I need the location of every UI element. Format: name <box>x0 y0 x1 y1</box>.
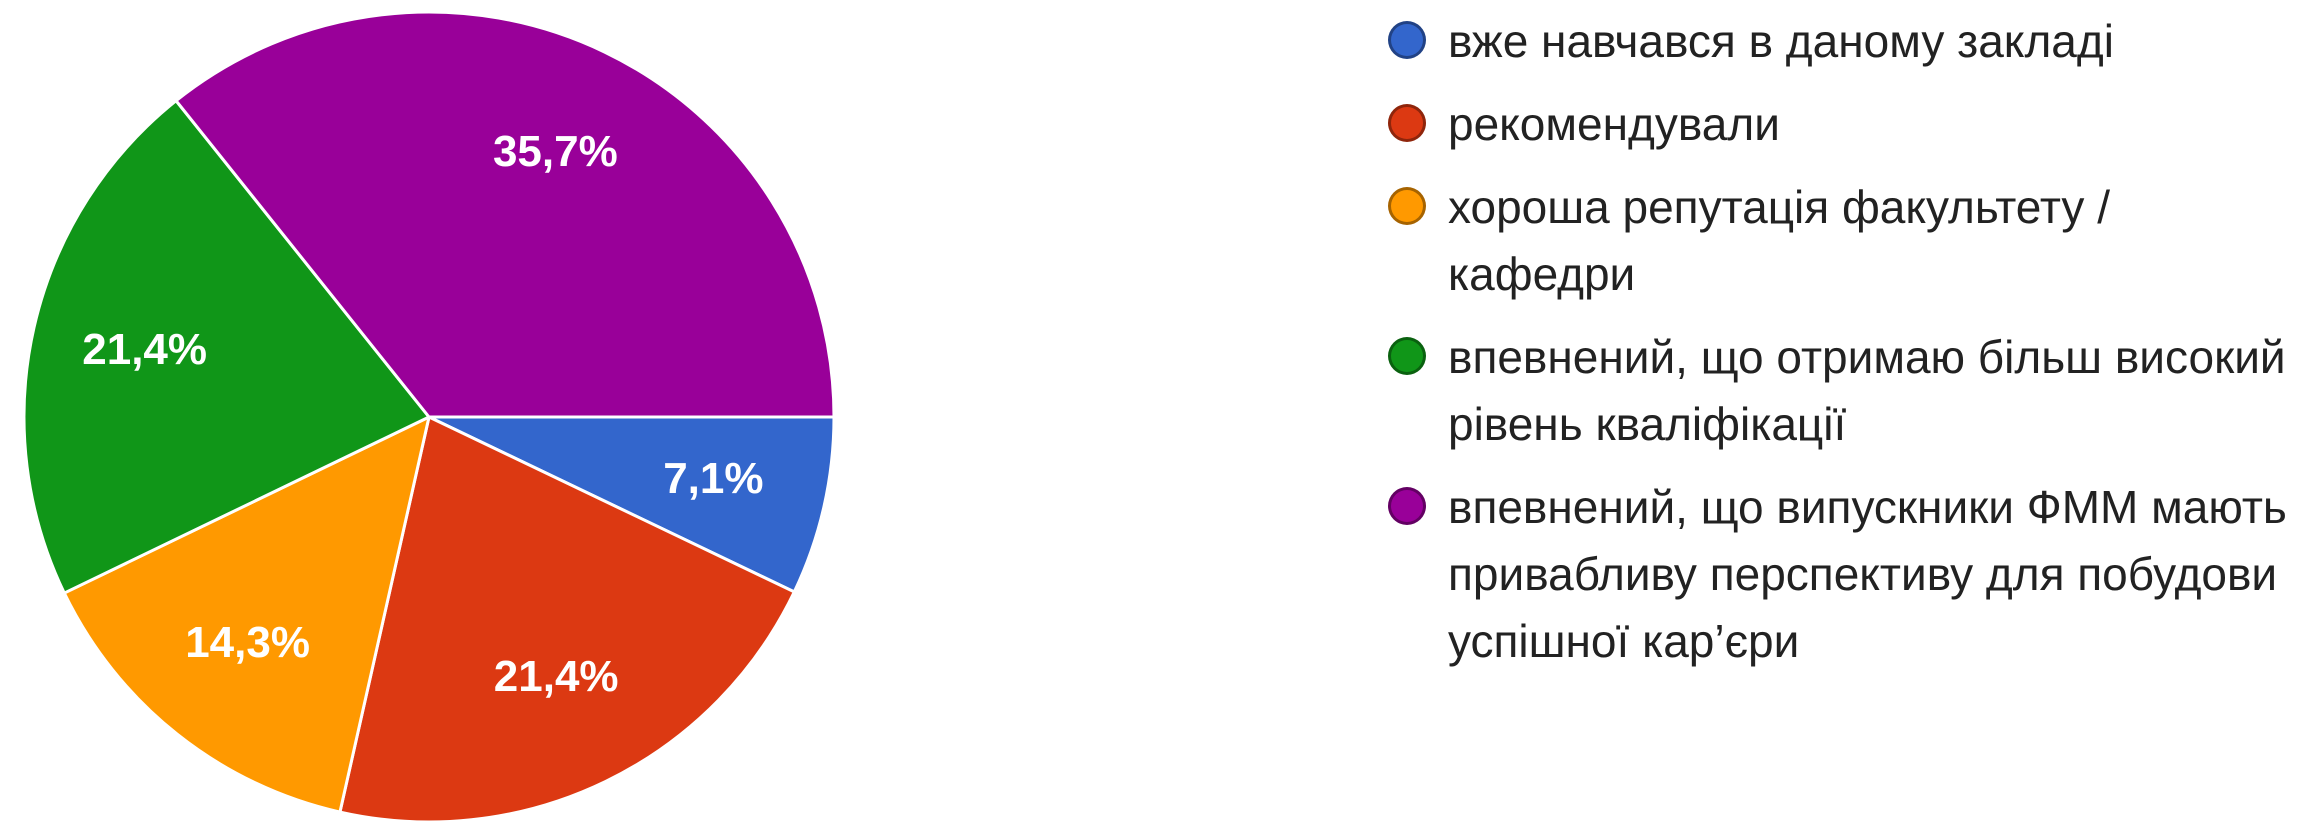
legend-item: вже навчався в даному закладі <box>1380 8 2300 75</box>
legend-label: впевнений, що випускники ФММ мають прива… <box>1448 481 2287 667</box>
slice-label: 21,4% <box>82 325 207 374</box>
legend-label: хороша репутація факультету / кафедри <box>1448 181 2110 300</box>
pie-slice <box>338 414 797 824</box>
slice-label: 21,4% <box>494 652 619 701</box>
legend-item: впевнений, що випускники ФММ мають прива… <box>1380 474 2300 675</box>
legend-item: хороша репутація факультету / кафедри <box>1380 174 2300 308</box>
legend-marker <box>1388 104 1426 142</box>
legend-label: вже навчався в даному закладі <box>1448 15 2114 67</box>
slice-label: 7,1% <box>663 454 763 503</box>
legend-item: впевнений, що отримаю більш високий ріве… <box>1380 324 2300 458</box>
legend-label: впевнений, що отримаю більш високий ріве… <box>1448 331 2286 450</box>
pie-slice <box>428 415 836 594</box>
pie-slice <box>62 414 432 814</box>
pie-slice <box>173 10 836 419</box>
pie-chart: 7,1% 21,4% 14,3% 21,4% 35,7% <box>22 10 836 824</box>
legend-marker <box>1388 487 1426 525</box>
legend: вже навчався в даному закладі рекомендува… <box>1380 8 2300 691</box>
pie-slice <box>22 98 432 596</box>
legend-item: рекомендували <box>1380 91 2300 158</box>
legend-marker <box>1388 187 1426 225</box>
slice-label: 35,7% <box>493 127 618 176</box>
legend-marker <box>1388 337 1426 375</box>
legend-marker <box>1388 21 1426 59</box>
slice-label: 14,3% <box>185 618 310 667</box>
legend-label: рекомендували <box>1448 98 1780 150</box>
